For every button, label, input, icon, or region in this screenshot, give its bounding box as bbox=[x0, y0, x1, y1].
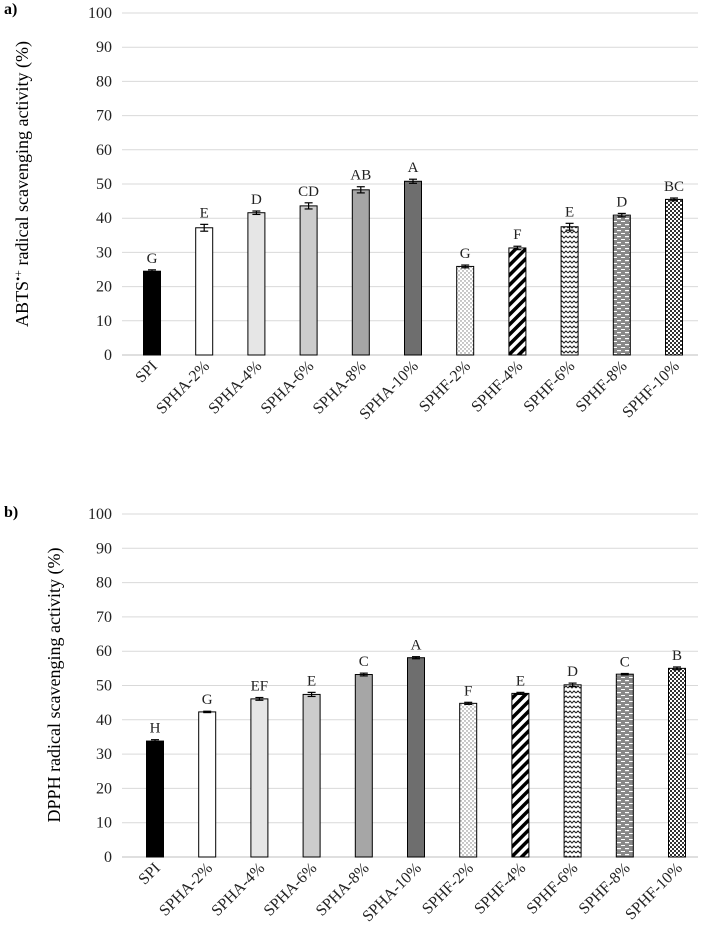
x-tick-label: SPHA-2% bbox=[153, 358, 213, 418]
y-tick-label: 10 bbox=[96, 313, 112, 330]
panel-b-label: b) bbox=[4, 504, 18, 521]
bar-spha-8pct bbox=[354, 674, 373, 858]
y-tick-label: 30 bbox=[96, 746, 112, 763]
y-tick-label: 0 bbox=[104, 849, 112, 866]
bar-spi bbox=[146, 740, 164, 858]
significance-letter: BC bbox=[664, 179, 684, 195]
panel-a-y-ticks: 0 10 20 30 40 50 60 70 80 90 100 bbox=[88, 5, 112, 364]
significance-letter: D bbox=[251, 192, 262, 208]
bar-sphf-2pct bbox=[459, 702, 478, 858]
bar-spha-6pct bbox=[302, 693, 321, 858]
panel-a-bars: G E D CD AB A G F E D BC bbox=[143, 160, 684, 356]
panel-a-chart: a) ABTS•+ radical scavenging activity (%… bbox=[4, 1, 698, 423]
bar-sphf-6pct bbox=[560, 226, 579, 356]
y-tick-label: 20 bbox=[96, 780, 112, 797]
significance-letter: E bbox=[200, 205, 209, 221]
panel-b-chart: b) DPPH radical scavenging activity (%) … bbox=[4, 504, 698, 925]
y-tick-label: 50 bbox=[96, 176, 112, 193]
bar-sphf-8pct bbox=[615, 673, 634, 858]
y-tick-label: 10 bbox=[96, 815, 112, 832]
bar-sphf-4pct bbox=[511, 692, 530, 858]
significance-letter: C bbox=[620, 654, 630, 670]
significance-letter: EF bbox=[251, 679, 269, 695]
panel-a-x-ticks: SPISPHA-2%SPHA-4%SPHA-6%SPHA-8%SPHA-10%S… bbox=[132, 358, 682, 423]
y-tick-label: 80 bbox=[96, 73, 112, 90]
bar-spha-10pct bbox=[404, 180, 422, 356]
y-tick-label: 80 bbox=[96, 575, 112, 592]
significance-letter: AB bbox=[350, 168, 371, 184]
significance-letter: F bbox=[513, 227, 521, 243]
significance-letter: E bbox=[516, 673, 525, 689]
significance-letter: E bbox=[307, 673, 316, 689]
bar-spha-2pct bbox=[195, 227, 214, 356]
y-tick-label: 70 bbox=[96, 609, 112, 626]
significance-letter: C bbox=[359, 654, 369, 670]
x-tick-label: SPHF-10% bbox=[622, 860, 686, 924]
y-tick-label: 0 bbox=[104, 347, 112, 364]
x-tick-label: SPI bbox=[135, 860, 163, 888]
panel-b-y-axis-label: DPPH radical scavenging activity (%) bbox=[44, 548, 65, 823]
significance-letter: B bbox=[672, 648, 682, 664]
bar-spha-8pct bbox=[351, 189, 370, 356]
panel-a-y-axis-label: ABTS•+ radical scavenging activity (%) bbox=[11, 41, 33, 327]
y-tick-label: 60 bbox=[96, 142, 112, 159]
significance-letter: G bbox=[460, 246, 471, 262]
x-tick-label: SPI bbox=[132, 358, 160, 386]
significance-letter: A bbox=[411, 638, 422, 654]
bar-sphf-2pct bbox=[456, 265, 475, 356]
bar-spha-6pct bbox=[299, 205, 318, 356]
panel-b-x-ticks: SPISPHA-2%SPHA-4%SPHA-6%SPHA-8%SPHA-10%S… bbox=[135, 860, 685, 925]
y-tick-label: 60 bbox=[96, 643, 112, 660]
bar-spi bbox=[143, 270, 161, 356]
x-tick-label: SPHF-4% bbox=[471, 860, 529, 918]
bar-sphf-4pct bbox=[508, 247, 527, 356]
x-tick-label: SPHF-2% bbox=[419, 860, 477, 918]
significance-letter: G bbox=[147, 251, 158, 267]
x-tick-label: SPHF-6% bbox=[524, 860, 582, 918]
x-tick-label: SPHA-2% bbox=[156, 860, 216, 920]
x-tick-label: SPHA-6% bbox=[261, 860, 321, 920]
y-tick-label: 40 bbox=[96, 210, 112, 227]
bar-spha-2pct bbox=[198, 711, 217, 858]
y-tick-label: 20 bbox=[96, 279, 112, 296]
y-tick-label: 100 bbox=[88, 506, 112, 523]
x-tick-label: SPHF-6% bbox=[521, 358, 579, 416]
y-tick-label: 90 bbox=[96, 39, 112, 56]
significance-letter: A bbox=[408, 160, 419, 176]
panel-b-bars: H G EF E C A F E D C B bbox=[146, 638, 686, 858]
x-tick-label: SPHA-6% bbox=[258, 358, 318, 418]
y-tick-label: 100 bbox=[88, 5, 112, 22]
y-tick-label: 40 bbox=[96, 712, 112, 729]
significance-letter: D bbox=[567, 664, 578, 680]
bar-spha-4pct bbox=[247, 212, 266, 356]
x-tick-label: SPHF-4% bbox=[468, 358, 526, 416]
y-tick-label: 30 bbox=[96, 244, 112, 261]
y-tick-label: 90 bbox=[96, 540, 112, 557]
bar-sphf-10pct bbox=[665, 198, 683, 356]
x-tick-label: SPHA-4% bbox=[205, 358, 265, 418]
x-tick-label: SPHF-2% bbox=[416, 358, 474, 416]
significance-letter: CD bbox=[298, 184, 319, 200]
x-tick-label: SPHA-4% bbox=[208, 860, 268, 920]
bar-spha-10pct bbox=[407, 657, 425, 858]
significance-letter: F bbox=[464, 683, 472, 699]
y-tick-label: 70 bbox=[96, 108, 112, 125]
bar-sphf-8pct bbox=[612, 214, 631, 356]
significance-letter: G bbox=[202, 692, 213, 708]
bar-spha-4pct bbox=[250, 698, 269, 858]
significance-letter: E bbox=[565, 204, 574, 220]
y-tick-label: 50 bbox=[96, 678, 112, 695]
significance-letter: D bbox=[616, 194, 627, 210]
x-tick-label: SPHF-10% bbox=[619, 358, 683, 422]
panel-b-y-ticks: 0 10 20 30 40 50 60 70 80 90 100 bbox=[88, 506, 112, 866]
bar-sphf-6pct bbox=[563, 684, 582, 858]
significance-letter: H bbox=[150, 721, 161, 737]
bar-sphf-10pct bbox=[668, 667, 686, 858]
panel-a-label: a) bbox=[4, 1, 17, 18]
